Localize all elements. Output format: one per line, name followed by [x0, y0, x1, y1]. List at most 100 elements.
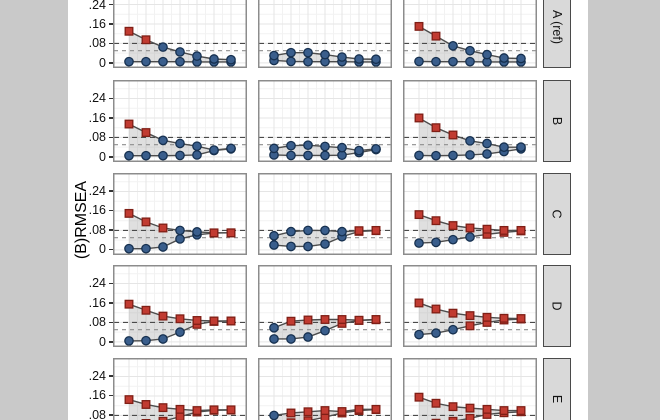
y-tick-label: 0 — [99, 55, 106, 70]
red-square-marker — [192, 316, 202, 325]
blue-circle-marker — [499, 142, 509, 153]
y-tick-mark — [108, 62, 113, 64]
red-square-marker — [465, 223, 475, 232]
markers — [269, 404, 381, 420]
blue-circle-marker — [192, 51, 202, 61]
red-square-marker — [226, 316, 236, 326]
panel-border — [403, 80, 537, 162]
red-square-marker — [516, 314, 526, 323]
red-square-marker — [371, 315, 381, 324]
grid-lines — [404, 358, 536, 420]
panel-row4-col2 — [258, 265, 392, 347]
panel-border — [113, 80, 247, 162]
red-square-marker — [499, 225, 509, 235]
y-tick-label: .16 — [88, 203, 106, 218]
blue-circle-marker — [209, 54, 219, 64]
red-square-marker — [354, 404, 364, 414]
red-square-marker — [414, 209, 424, 219]
blue-circle-marker — [286, 47, 296, 58]
markers — [124, 394, 236, 420]
y-tick-mark — [108, 375, 113, 377]
y-tick-mark — [108, 136, 113, 139]
y-tick-mark — [108, 414, 113, 416]
y-tick-label: 0 — [99, 334, 106, 349]
blue-circle-marker — [320, 141, 330, 152]
red-square-marker — [320, 315, 330, 324]
red-square-marker — [465, 321, 475, 331]
y-tick-label: .08 — [88, 36, 106, 51]
red-square-marker — [448, 416, 458, 420]
red-square-marker — [414, 392, 424, 402]
blue-circle-marker — [482, 149, 492, 159]
y-tick-label: .24 — [88, 91, 106, 106]
y-tick-mark — [108, 209, 113, 212]
red-square-marker — [175, 411, 185, 420]
y-tick-mark — [108, 97, 113, 100]
y-tick-mark — [108, 302, 113, 304]
blue-circle-marker — [320, 238, 330, 249]
red-square-marker — [141, 128, 151, 138]
panel-border — [403, 0, 537, 68]
red-square-marker — [226, 227, 236, 237]
red-square-marker — [124, 299, 134, 309]
red-square-marker — [141, 305, 151, 315]
panel-row5-col3 — [403, 357, 537, 420]
blue-circle-marker — [209, 145, 219, 155]
red-square-marker — [465, 311, 475, 321]
blue-circle-marker — [448, 324, 458, 335]
blue-circle-marker — [158, 56, 168, 67]
y-tick-mark — [108, 3, 113, 6]
y-tick-mark — [108, 282, 113, 285]
panel-row2-col3 — [403, 80, 537, 162]
markers — [269, 225, 381, 251]
blue-circle-marker — [226, 143, 236, 154]
blue-circle-marker — [286, 334, 296, 344]
blue-circle-marker — [124, 336, 134, 346]
blue-circle-marker — [448, 150, 458, 161]
red-square-marker — [482, 224, 492, 234]
red-square-marker — [482, 312, 492, 322]
blue-circle-marker — [431, 150, 441, 161]
y-tick-mark — [108, 321, 113, 324]
blue-circle-marker — [448, 41, 458, 51]
y-tick-mark — [108, 42, 113, 45]
blue-circle-marker — [269, 230, 279, 241]
y-tick-label: .16 — [88, 295, 106, 310]
red-square-marker — [286, 417, 296, 420]
blue-circle-marker — [192, 150, 202, 160]
red-square-marker — [465, 413, 475, 420]
panel-row1-col3 — [403, 0, 537, 68]
y-tick-mark — [108, 341, 113, 343]
blue-circle-marker — [482, 138, 492, 149]
y-tick-mark — [108, 156, 113, 158]
grid-lines — [259, 266, 391, 346]
blue-circle-marker — [158, 135, 168, 146]
red-square-marker — [303, 406, 313, 416]
strip-label-text: C — [550, 208, 564, 219]
blue-circle-marker — [303, 140, 313, 151]
panel-row3-col1 — [113, 172, 247, 255]
red-square-marker — [209, 404, 219, 414]
markers — [269, 47, 381, 67]
red-square-marker — [226, 404, 236, 414]
ribbon — [129, 31, 231, 62]
blue-circle-marker — [320, 150, 330, 161]
red-square-marker — [448, 220, 458, 230]
ribbon — [419, 26, 521, 62]
red-square-marker — [431, 215, 441, 225]
red-square-marker — [337, 315, 347, 324]
blue-circle-marker — [175, 150, 185, 161]
blue-circle-marker — [414, 237, 424, 248]
blue-circle-marker — [465, 231, 475, 242]
blue-circle-marker — [516, 142, 526, 153]
blue-circle-marker — [269, 239, 279, 250]
blue-circle-marker — [448, 234, 458, 245]
red-square-marker — [303, 315, 313, 325]
blue-circle-marker — [337, 226, 347, 236]
markers — [414, 113, 526, 161]
ribbon — [129, 124, 231, 156]
y-tick-label: .24 — [88, 0, 106, 12]
blue-circle-marker — [414, 56, 424, 67]
markers — [414, 298, 526, 340]
strip-label-E: E — [543, 357, 571, 420]
